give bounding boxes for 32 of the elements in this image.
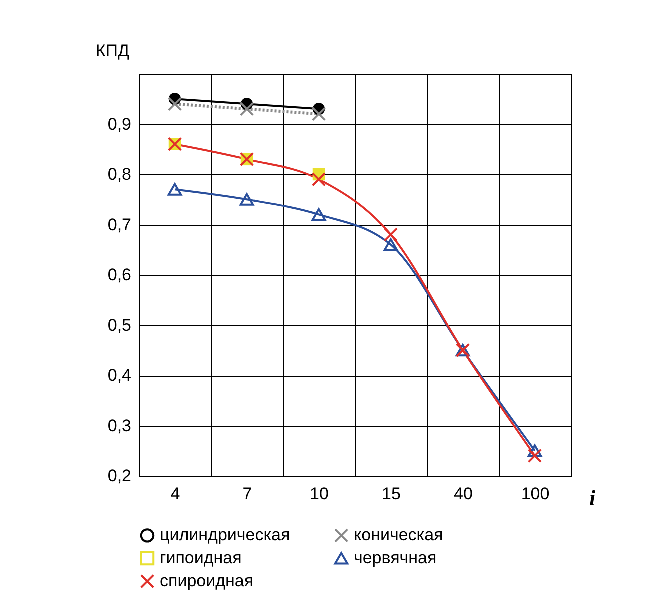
point xyxy=(240,102,254,116)
legend-label: гипоидная xyxy=(160,548,242,568)
point xyxy=(168,183,182,196)
legend-label: цилиндрическая xyxy=(160,526,290,545)
y-tick-label: 0,7 xyxy=(108,215,132,234)
x-tick-label: 100 xyxy=(521,484,550,504)
y-tick-label: 0,5 xyxy=(108,316,132,335)
legend-label: коническая xyxy=(354,526,444,545)
x-tick-label: 4 xyxy=(170,484,180,504)
point xyxy=(528,444,542,458)
x-tick-label: 10 xyxy=(310,484,329,504)
x-axis-title: i xyxy=(590,486,596,510)
point xyxy=(312,172,326,187)
y-axis-title: КПД xyxy=(96,42,130,60)
point xyxy=(384,238,398,252)
y-tick-label: 0,4 xyxy=(108,366,132,385)
point xyxy=(240,193,254,206)
x-tick-label: 7 xyxy=(242,484,252,504)
point xyxy=(168,97,182,112)
x-tick-label: 40 xyxy=(454,484,473,504)
legend-label: спироидная xyxy=(160,572,254,590)
x-tick-label: 15 xyxy=(382,484,401,504)
y-tick-label: 0,8 xyxy=(108,165,132,184)
y-tick-label: 0,3 xyxy=(108,416,132,436)
y-tick-label: 0,9 xyxy=(108,114,132,134)
point xyxy=(312,208,326,222)
point xyxy=(384,228,398,242)
legend-label: червячная xyxy=(354,548,437,568)
point xyxy=(312,107,326,122)
y-tick-label: 0,2 xyxy=(108,466,132,486)
point xyxy=(528,448,542,464)
y-tick-label: 0,6 xyxy=(108,266,132,284)
